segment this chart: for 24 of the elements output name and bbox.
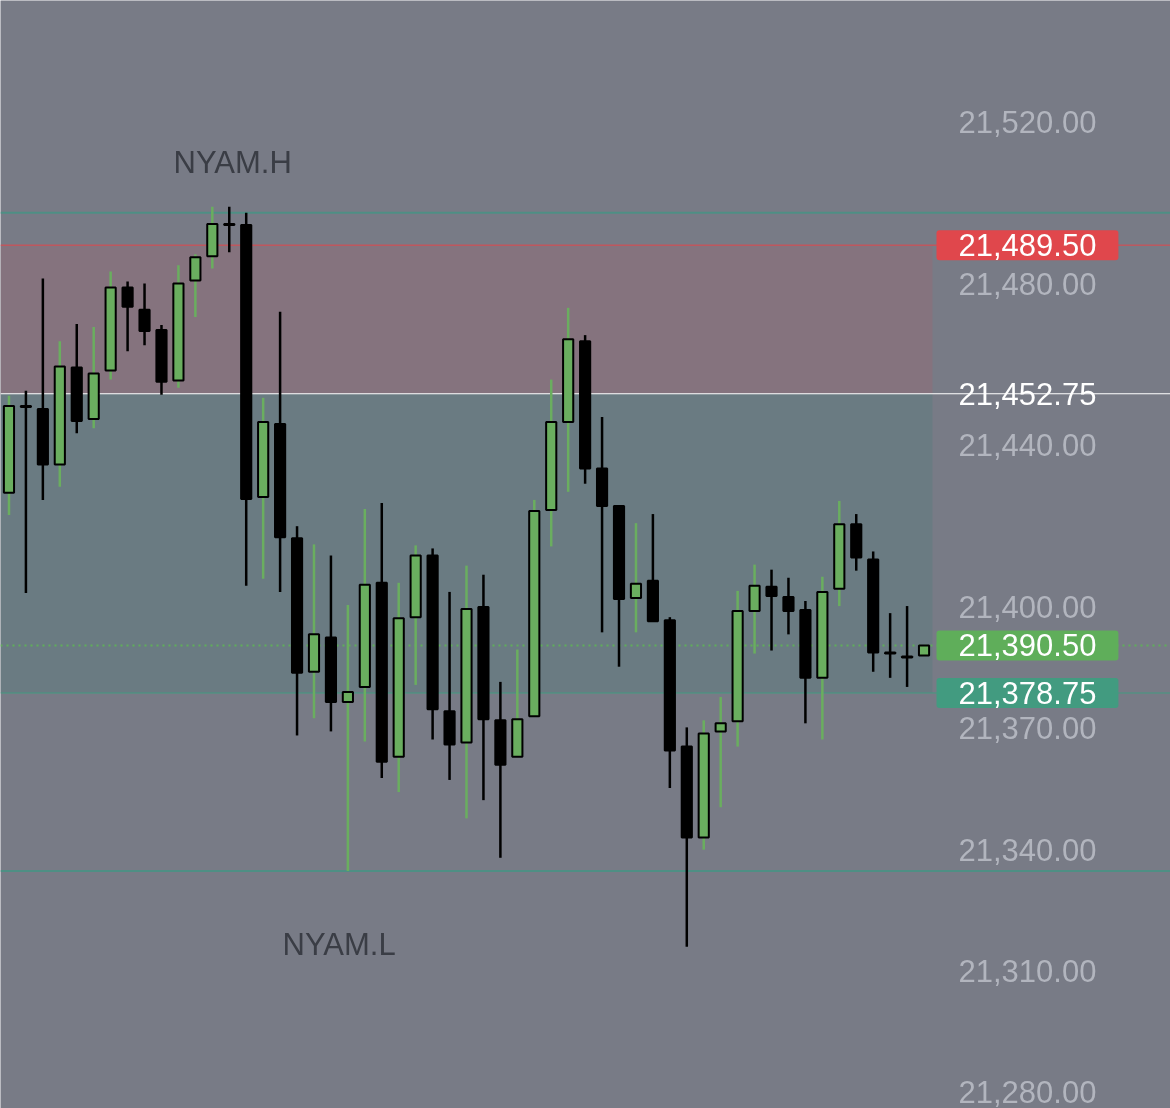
candlestick: [189, 253, 202, 319]
candlestick: [121, 280, 134, 353]
y-tick-label: 21,400.00: [958, 590, 1097, 626]
candlestick: [138, 282, 151, 347]
y-tick-label: 21,440.00: [958, 428, 1097, 464]
candlestick: [765, 568, 778, 652]
y-tick-label: 21,310.00: [958, 954, 1097, 990]
y-tick-label: 21,370.00: [958, 711, 1097, 747]
candlestick: [782, 576, 795, 636]
y-tick-label: 21,280.00: [958, 1075, 1097, 1108]
ref-line-label: 21,378.75: [958, 676, 1097, 711]
candlestick: [19, 389, 32, 595]
candlestick: [884, 611, 897, 680]
annotation: NYAM.H: [173, 145, 292, 180]
ref-line-label: 21,390.50: [958, 628, 1097, 664]
candlestick: [714, 695, 727, 809]
candlestick: [223, 205, 236, 254]
annotation: NYAM.L: [282, 927, 396, 962]
candlestick: [901, 604, 914, 689]
candlestick: [629, 521, 643, 634]
ref-line-label: 21,489.50: [958, 228, 1097, 264]
y-tick-label: 21,340.00: [958, 832, 1097, 868]
y-tick-label: 21,520.00: [958, 104, 1097, 140]
y-tick-label: 21,480.00: [958, 266, 1097, 302]
